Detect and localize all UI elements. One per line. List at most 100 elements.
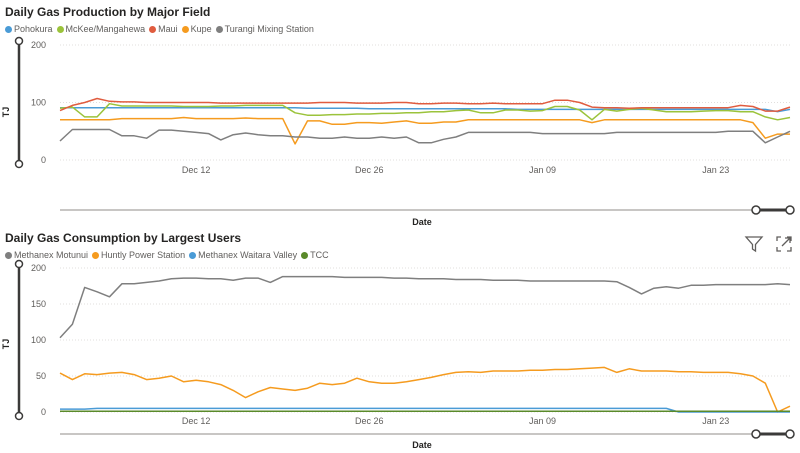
- series-line-turangi-mixing-station[interactable]: [59, 128, 791, 144]
- data-point: [157, 410, 160, 413]
- data-point: [306, 114, 309, 117]
- x-axis-range-slider[interactable]: [60, 429, 795, 439]
- series-line-kupe[interactable]: [60, 116, 790, 145]
- data-point: [764, 115, 767, 118]
- y-slider-bottom-handle[interactable]: [14, 411, 24, 421]
- legend-item-mckee-mangahewa[interactable]: McKee/Mangahewa: [56, 24, 146, 34]
- data-point: [454, 109, 457, 112]
- data-point: [157, 117, 160, 120]
- data-point: [232, 133, 235, 136]
- data-point: [665, 110, 668, 113]
- data-point: [764, 141, 767, 144]
- data-point: [269, 102, 272, 105]
- data-point: [578, 279, 581, 282]
- data-point: [788, 405, 791, 408]
- y-slider-top-handle[interactable]: [14, 36, 24, 46]
- data-point: [157, 407, 160, 410]
- series-line-methanex-motunui[interactable]: [59, 275, 791, 339]
- data-point: [343, 107, 346, 110]
- x-slider-left-handle[interactable]: [751, 205, 761, 215]
- data-point: [578, 367, 581, 370]
- y-slider-top-handle[interactable]: [14, 259, 24, 269]
- data-point: [145, 101, 148, 104]
- data-point: [170, 407, 173, 410]
- data-point: [590, 132, 593, 135]
- data-point: [405, 407, 408, 410]
- legend-item-huntly-power-station[interactable]: Huntly Power Station: [92, 250, 185, 260]
- data-point: [417, 407, 420, 410]
- x-tick-label: Dec 12: [182, 416, 211, 426]
- data-point: [504, 102, 507, 105]
- data-point: [96, 128, 99, 131]
- data-point: [318, 137, 321, 140]
- series-line-huntly-power-station[interactable]: [59, 366, 791, 413]
- data-point: [553, 368, 556, 371]
- data-point: [776, 118, 779, 121]
- legend-label: McKee/Mangahewa: [65, 24, 146, 34]
- legend-item-kupe[interactable]: Kupe: [181, 24, 212, 34]
- data-point: [232, 410, 235, 413]
- data-point: [182, 116, 185, 119]
- legend-item-turangi-mixing-station[interactable]: Turangi Mixing Station: [215, 24, 314, 34]
- data-point: [727, 130, 730, 133]
- data-point: [615, 280, 618, 283]
- data-point: [96, 407, 99, 410]
- data-point: [739, 372, 742, 375]
- data-point: [516, 108, 519, 111]
- data-point: [751, 374, 754, 377]
- legend-item-pohokura[interactable]: Pohokura: [5, 24, 53, 34]
- series-line-pohokura[interactable]: [60, 106, 791, 113]
- data-point: [355, 276, 358, 279]
- series-methanex-motunui: [59, 275, 791, 339]
- data-point: [219, 407, 222, 410]
- series-line-mckee-mangahewa[interactable]: [59, 102, 791, 121]
- data-point: [516, 410, 519, 413]
- x-axis-range-slider[interactable]: [60, 205, 795, 215]
- data-point: [479, 131, 482, 134]
- data-point: [442, 110, 445, 113]
- data-point: [120, 407, 123, 410]
- data-point: [393, 112, 396, 115]
- legend-item-tcc[interactable]: TCC: [301, 250, 329, 260]
- series-line-maui[interactable]: [59, 97, 791, 112]
- focus-mode-icon[interactable]: [774, 234, 794, 254]
- data-point: [219, 138, 222, 141]
- legend-item-methanex-waitara-valley[interactable]: Methanex Waitara Valley: [189, 250, 297, 260]
- data-point: [368, 276, 371, 279]
- data-point: [615, 131, 618, 134]
- x-tick-label: Dec 26: [355, 416, 384, 426]
- data-point: [96, 373, 99, 376]
- y-axis-range-slider[interactable]: [14, 259, 24, 421]
- series-line-methanex-waitara-valley[interactable]: [60, 407, 790, 413]
- data-point: [294, 106, 297, 109]
- y-axis-range-slider[interactable]: [14, 36, 24, 169]
- data-point: [553, 118, 556, 121]
- x-slider-right-handle[interactable]: [785, 205, 795, 215]
- x-slider-right-handle[interactable]: [785, 429, 795, 439]
- data-point: [368, 380, 371, 383]
- data-point: [269, 410, 272, 413]
- data-point: [430, 102, 433, 105]
- data-point: [306, 135, 309, 138]
- legend-marker: [181, 25, 189, 33]
- y-slider-bottom-handle[interactable]: [14, 159, 24, 169]
- data-point: [652, 410, 655, 413]
- data-point: [195, 101, 198, 104]
- legend-item-methanex-motunui[interactable]: Methanex Motunui: [5, 250, 88, 260]
- data-point: [182, 380, 185, 383]
- data-point: [492, 131, 495, 134]
- data-point: [788, 106, 791, 109]
- data-point: [269, 386, 272, 389]
- data-point: [355, 377, 358, 380]
- data-point: [640, 369, 643, 372]
- filter-icon[interactable]: [744, 234, 764, 254]
- x-slider-left-handle[interactable]: [751, 429, 761, 439]
- data-point: [492, 407, 495, 410]
- x-tick-label: Jan 23: [702, 416, 729, 426]
- data-point: [677, 131, 680, 134]
- data-point: [689, 410, 692, 413]
- data-point: [108, 118, 111, 121]
- legend-item-maui[interactable]: Maui: [149, 24, 178, 34]
- data-point: [566, 407, 569, 410]
- data-point: [232, 407, 235, 410]
